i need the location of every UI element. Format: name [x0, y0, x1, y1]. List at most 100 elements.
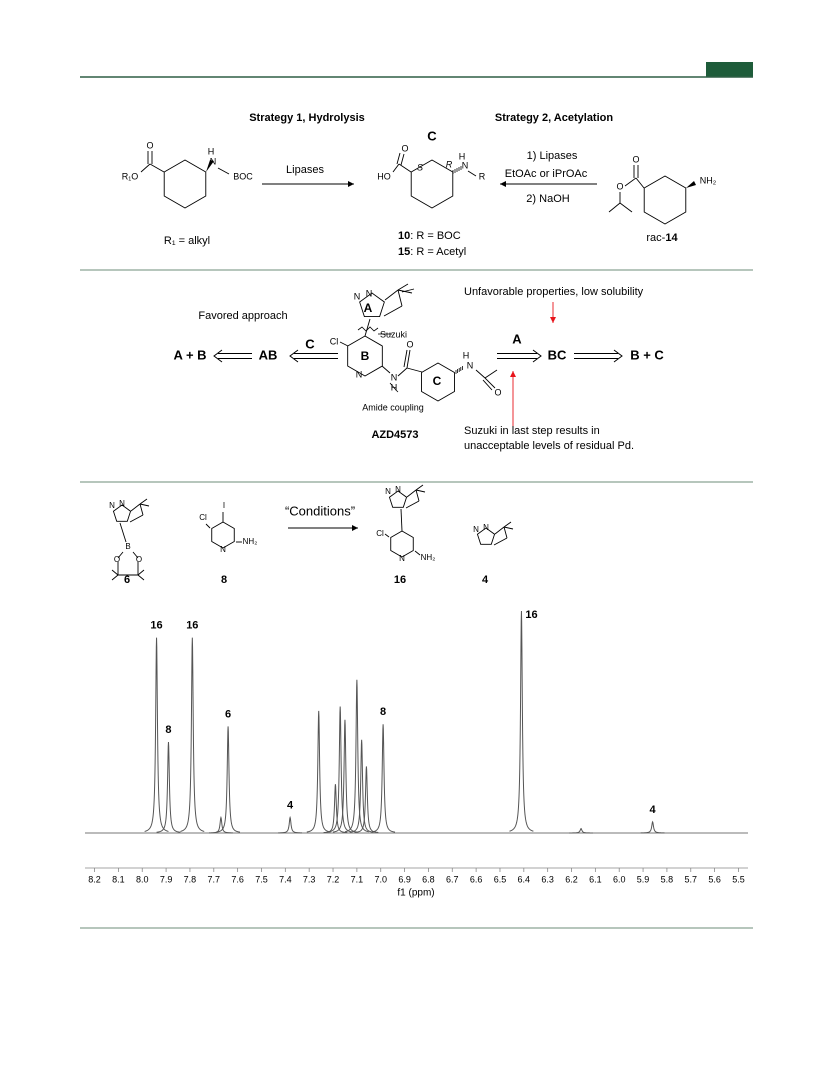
- nmr-peak: [216, 726, 241, 833]
- bond: [400, 508, 403, 532]
- x-tick-label: 6.8: [422, 874, 435, 884]
- peak-label: 8: [380, 706, 386, 718]
- bond: [205, 523, 211, 529]
- bond: [112, 504, 132, 522]
- note: unacceptable levels of residual Pd.: [464, 440, 634, 452]
- atom: B: [125, 542, 130, 551]
- nmr-peak: [569, 827, 593, 834]
- x-tick-label: 7.4: [279, 874, 292, 884]
- bond: [339, 341, 349, 347]
- arrow-head: [613, 349, 623, 363]
- caption-text: : R = BOC: [410, 230, 460, 242]
- bond: [484, 377, 496, 389]
- atom: O: [616, 181, 623, 191]
- bond: [494, 526, 505, 535]
- atom: N: [119, 499, 125, 508]
- atom: O: [401, 143, 408, 153]
- compound-label: 4: [482, 574, 489, 586]
- bond: [129, 514, 144, 523]
- atom: Cl: [376, 529, 384, 538]
- nmr-peak: [208, 815, 233, 834]
- bond: [415, 489, 426, 493]
- bond: [415, 484, 424, 491]
- atom: N: [473, 525, 479, 534]
- x-tick-label: 8.2: [88, 874, 101, 884]
- x-tick-label: 6.4: [518, 874, 531, 884]
- atom: Cl: [330, 336, 339, 346]
- bond: [139, 503, 150, 507]
- atom: R₁O: [122, 171, 139, 181]
- note: Suzuki in last step results in: [464, 425, 600, 437]
- peak-label: 6: [225, 708, 231, 720]
- bond: [130, 503, 141, 512]
- bond: [381, 365, 391, 374]
- compound-label: 16: [394, 574, 406, 586]
- bond: [405, 500, 420, 509]
- atom: N: [385, 487, 391, 496]
- caption-text: : R = Acetyl: [410, 246, 466, 258]
- ring-label: A: [364, 301, 373, 315]
- x-tick-label: 7.5: [255, 874, 268, 884]
- x-tick-label: 8.0: [136, 874, 149, 884]
- peak-label: 16: [525, 609, 537, 621]
- nmr-peak: [349, 739, 374, 833]
- bond: [608, 202, 621, 213]
- arrow-head: [348, 181, 354, 187]
- atom: Cl: [199, 513, 207, 522]
- atom: O: [406, 339, 413, 349]
- x-tick-label: 5.7: [685, 874, 698, 884]
- bond: [137, 574, 145, 581]
- atom: NH₂: [243, 537, 258, 546]
- atom: NH₂: [700, 175, 717, 185]
- bond: [397, 289, 403, 307]
- fragment: A + B: [173, 347, 206, 362]
- atom: O: [494, 387, 501, 397]
- bond: [624, 177, 637, 187]
- x-tick-label: 6.1: [589, 874, 602, 884]
- x-tick-label: 6.9: [398, 874, 411, 884]
- nmr-peak: [323, 784, 348, 834]
- x-tick-label: 7.8: [184, 874, 197, 884]
- nmr-peak: [306, 710, 331, 833]
- atom: O: [114, 555, 120, 564]
- heading: Strategy 1, Hydrolysis: [249, 112, 365, 124]
- atom: N: [210, 156, 217, 166]
- atom: H: [463, 350, 470, 360]
- bond: [421, 362, 455, 402]
- arrow-head: [532, 349, 542, 363]
- ring-label: B: [361, 349, 370, 363]
- header-tab: [706, 62, 753, 77]
- atom: N: [391, 372, 398, 382]
- bond: [397, 283, 409, 291]
- caption: 10: R = BOC: [398, 230, 461, 242]
- bond: [137, 569, 145, 576]
- x-tick-label: 7.1: [351, 874, 364, 884]
- x-tick-label: 6.2: [565, 874, 578, 884]
- bond: [400, 153, 405, 166]
- stereo-label: S: [417, 162, 423, 172]
- arrow-head: [289, 349, 299, 363]
- bond: [132, 551, 139, 559]
- atom: HO: [377, 171, 391, 181]
- bond: [139, 503, 144, 516]
- wedge-bond: [206, 160, 214, 172]
- x-tick-label: 6.6: [470, 874, 483, 884]
- peak-label: 16: [186, 620, 198, 632]
- bond: [484, 369, 498, 379]
- compound-number: 14: [665, 232, 678, 244]
- x-tick-label: 7.2: [327, 874, 340, 884]
- atom: H: [459, 151, 466, 161]
- reagent: Lipases: [286, 164, 324, 176]
- bond: [217, 167, 230, 175]
- bond: [384, 533, 390, 538]
- ring-label: C: [427, 128, 437, 143]
- bond: [406, 349, 411, 369]
- nmr-peak: [344, 679, 369, 833]
- arrow-label: C: [305, 336, 315, 351]
- bond: [401, 288, 415, 293]
- atom: H: [208, 146, 215, 156]
- compound-number: 15: [398, 246, 410, 258]
- bond: [139, 498, 148, 505]
- bond-label: Amide coupling: [362, 402, 424, 412]
- atom: N: [483, 523, 489, 532]
